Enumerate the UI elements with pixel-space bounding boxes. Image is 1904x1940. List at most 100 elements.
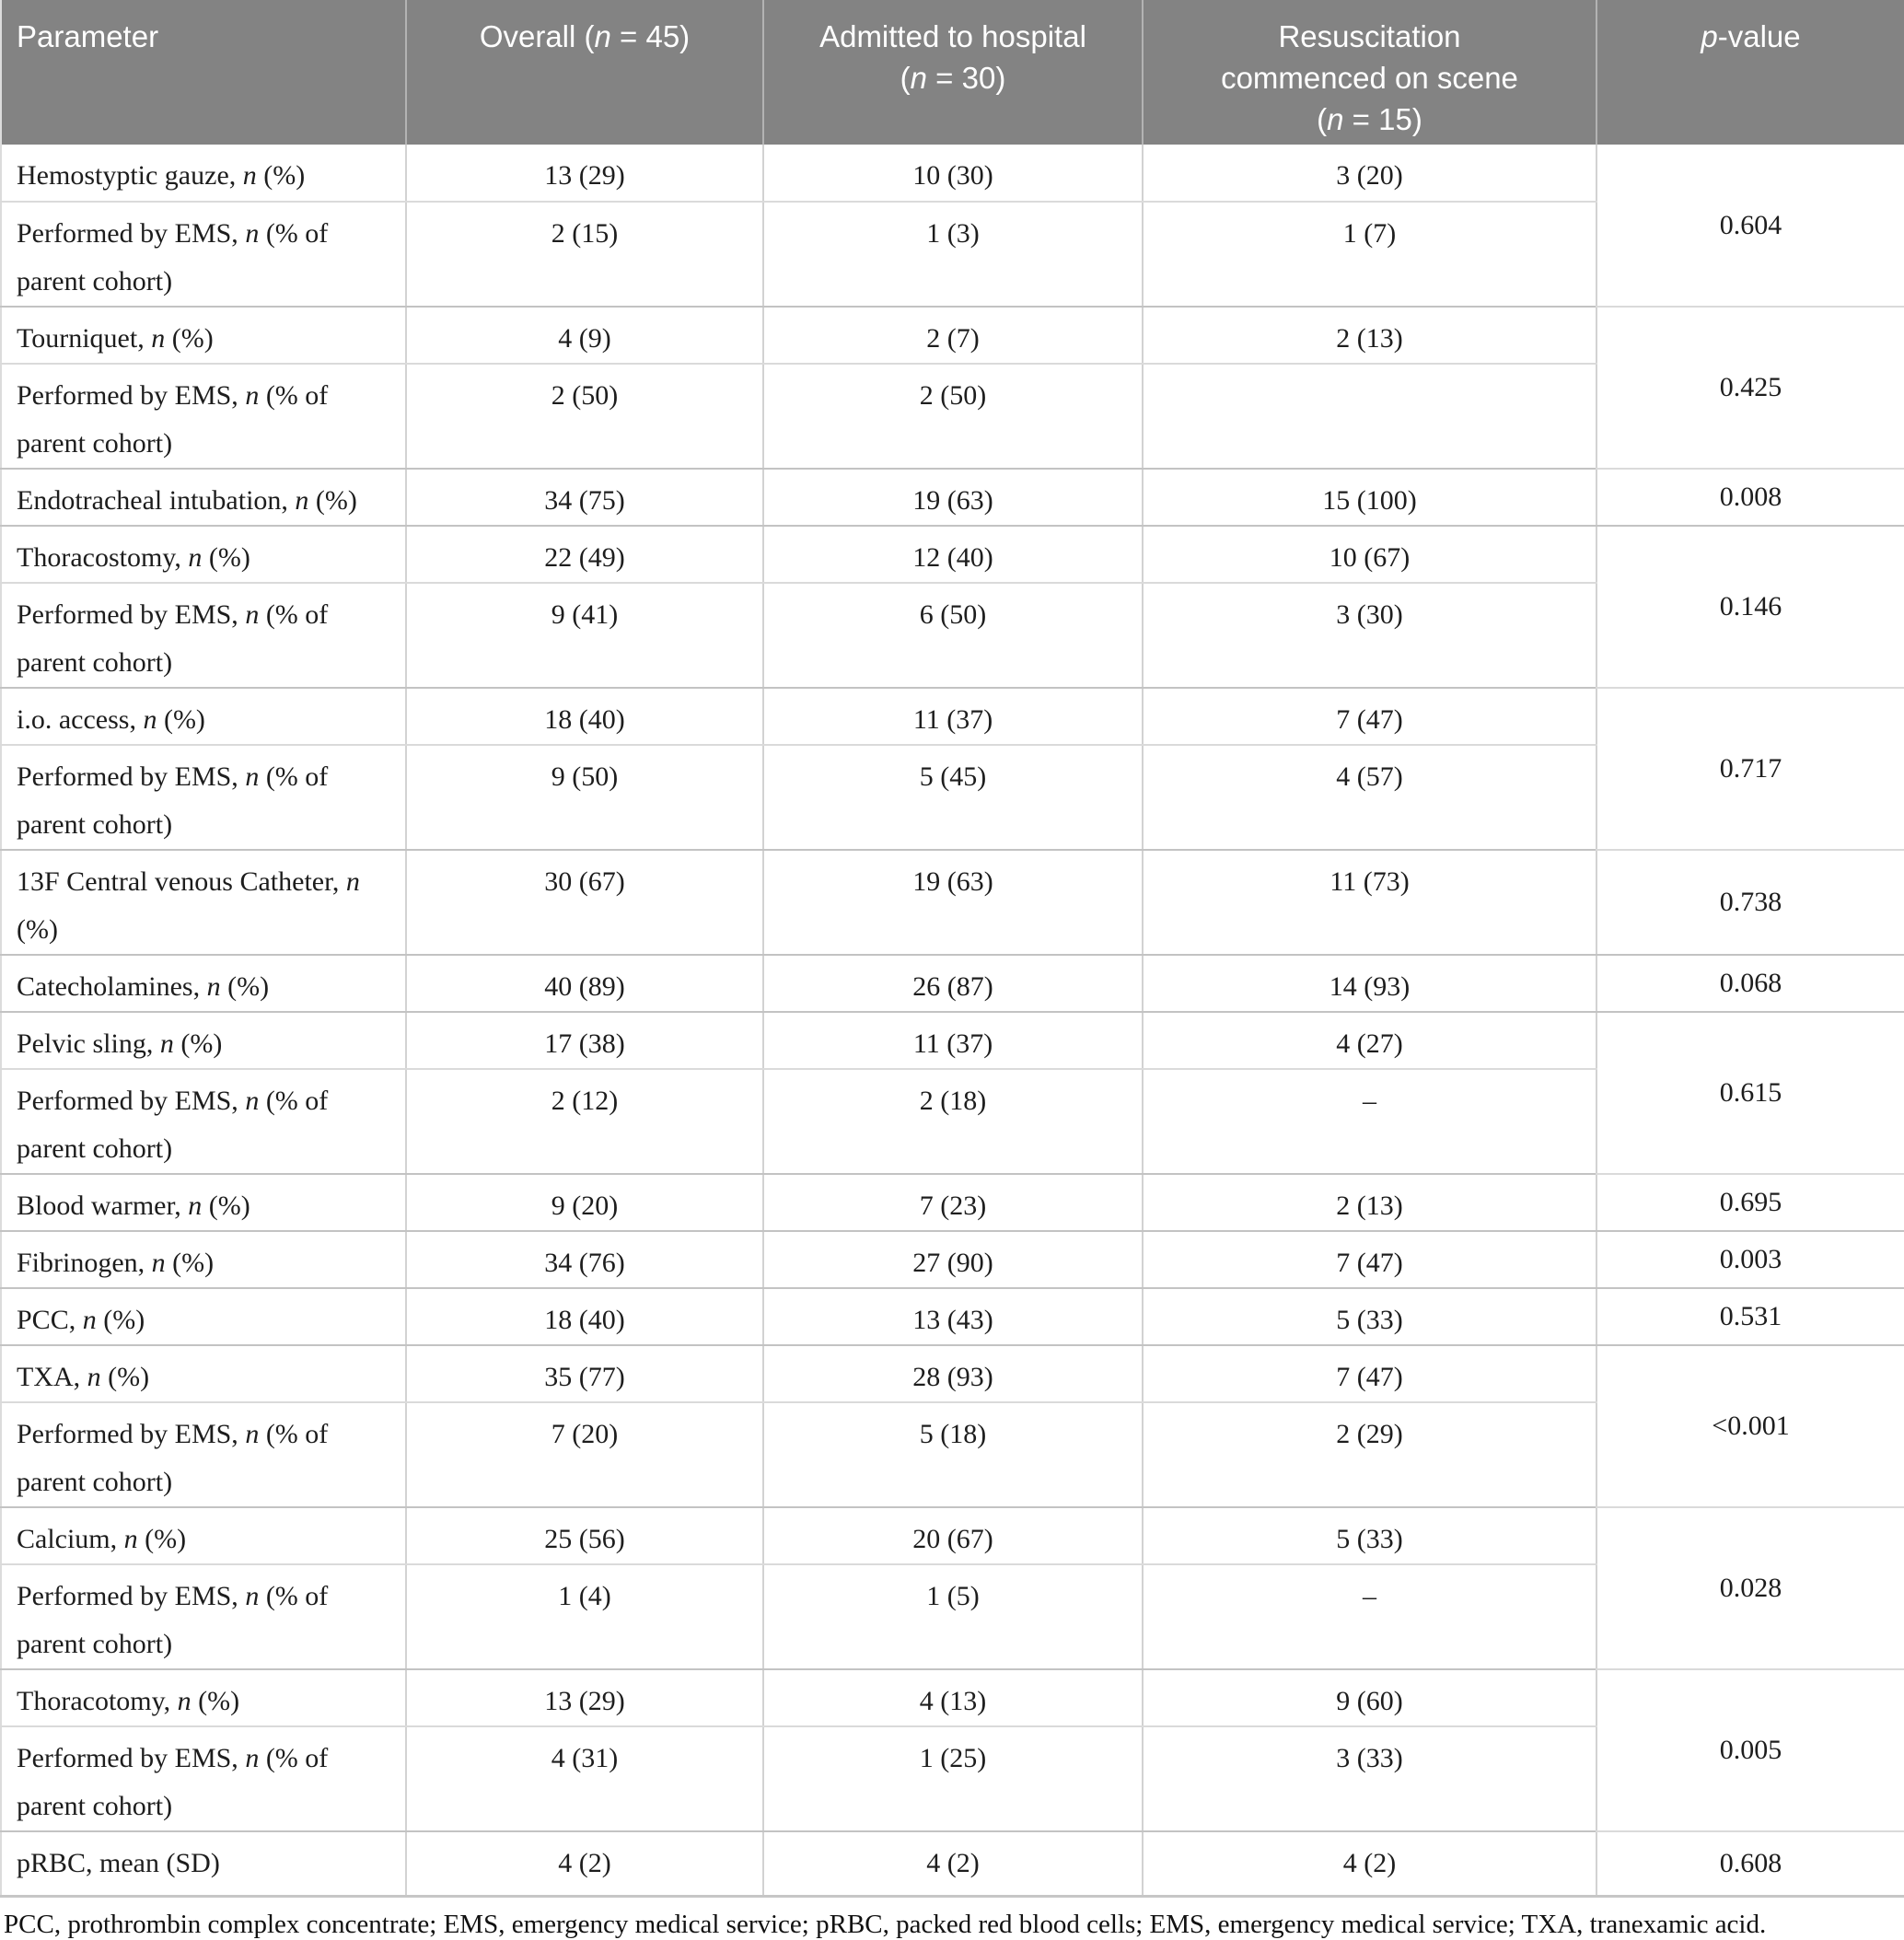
value-cell: 10 (30) bbox=[762, 145, 1143, 203]
p-value-cell: <0.001 bbox=[1596, 1345, 1904, 1508]
value-cell: 19 (63) bbox=[762, 469, 1143, 527]
p-value-cell: 0.068 bbox=[1596, 955, 1904, 1013]
value-cell: 2 (13) bbox=[1142, 307, 1596, 365]
text-segment: Tourniquet, bbox=[17, 323, 152, 354]
value-cell: 4 (2) bbox=[405, 1831, 763, 1897]
table-row: Blood warmer, n (%) 9 (20) 7 (23) 2 (13) 0.6… bbox=[1, 1174, 1904, 1232]
italic-term: n bbox=[123, 1524, 138, 1554]
parameter-label: Fibrinogen, n (%) bbox=[1, 1231, 406, 1289]
table-footnote: PCC, prothrombin complex concentrate; EM… bbox=[4, 1909, 1767, 1939]
text-segment: i.o. access, bbox=[17, 704, 144, 735]
p-value-cell: 0.008 bbox=[1596, 469, 1904, 527]
text-segment: parent cohort) bbox=[17, 428, 173, 459]
table-row: i.o. access, n (%) 18 (40) 11 (37) 7 (47) 0.… bbox=[1, 688, 1904, 851]
table-row: pRBC, mean (SD) 4 (2) 4 (2) 4 (2) 0.608 bbox=[1, 1831, 1904, 1897]
value-cell: 14 (93) bbox=[1142, 955, 1596, 1013]
table-row: 13F Central venous Catheter, n (%) 30 (67)… bbox=[1, 850, 1904, 956]
value-cell: 11 (73) bbox=[1142, 850, 1596, 956]
value-cell: 11 (37) bbox=[762, 688, 1143, 746]
italic-term: n bbox=[245, 218, 260, 249]
table-header: Parameter Overall (n = 45) Admitted to h… bbox=[1, 0, 1904, 145]
text-segment: (% of bbox=[259, 1743, 329, 1773]
table-row: Performed by EMS, n (% of parent cohort) 2… bbox=[1, 1069, 1904, 1175]
italic-term: n bbox=[143, 704, 157, 735]
value-cell: 15 (100) bbox=[1142, 469, 1596, 527]
value-cell: 19 (63) bbox=[762, 850, 1143, 956]
value-cell: 6 (50) bbox=[762, 583, 1143, 689]
text-segment: (%) bbox=[137, 1524, 187, 1554]
text-segment: Performed by EMS, bbox=[17, 599, 246, 630]
table-row: Performed by EMS, n (% of parent cohort) 2… bbox=[1, 202, 1904, 308]
p-value-cell: 0.425 bbox=[1596, 307, 1904, 470]
value-cell: 7 (20) bbox=[405, 1402, 763, 1508]
text-segment: Endotracheal intubation, bbox=[17, 485, 296, 516]
value-cell: 13 (43) bbox=[762, 1288, 1143, 1346]
text-segment: (%) bbox=[157, 704, 205, 735]
value-cell: 5 (33) bbox=[1142, 1507, 1596, 1565]
text-segment: Performed by EMS, bbox=[17, 380, 246, 411]
italic-term: n bbox=[245, 1419, 260, 1449]
text-segment: (%) bbox=[173, 1028, 223, 1059]
column-header-parameter: Parameter bbox=[1, 0, 406, 145]
text-segment: (% of bbox=[259, 599, 329, 630]
text-segment: parent cohort) bbox=[17, 1629, 173, 1659]
value-cell: 1 (3) bbox=[762, 202, 1143, 308]
parameter-label: i.o. access, n (%) bbox=[1, 688, 406, 746]
text-segment: (%) bbox=[202, 542, 250, 573]
parameter-label: Performed by EMS, n (% of parent cohort) bbox=[1, 583, 406, 689]
text-segment: parent cohort) bbox=[17, 1467, 173, 1497]
parameter-label: Blood warmer, n (%) bbox=[1, 1174, 406, 1232]
value-cell: 2 (15) bbox=[405, 202, 763, 308]
text-segment: Parameter bbox=[17, 19, 159, 53]
parameter-label: Endotracheal intubation, n (%) bbox=[1, 469, 406, 527]
value-cell: 3 (20) bbox=[1142, 145, 1596, 203]
table-row: Fibrinogen, n (%) 34 (76) 27 (90) 7 (47) 0.0… bbox=[1, 1231, 1904, 1289]
table-row: Performed by EMS, n (% of parent cohort) 9… bbox=[1, 583, 1904, 689]
value-cell: 7 (47) bbox=[1142, 688, 1596, 746]
text-segment: pRBC, mean (SD) bbox=[17, 1848, 220, 1878]
value-cell: 2 (50) bbox=[762, 364, 1143, 470]
value-cell: 9 (20) bbox=[405, 1174, 763, 1232]
value-cell: 2 (29) bbox=[1142, 1402, 1596, 1508]
value-cell: 7 (47) bbox=[1142, 1345, 1596, 1403]
value-cell: 1 (25) bbox=[762, 1726, 1143, 1832]
p-value-cell: 0.695 bbox=[1596, 1174, 1904, 1232]
italic-term: n bbox=[910, 61, 928, 95]
text-segment: = 45) bbox=[610, 19, 691, 53]
value-cell: 2 (7) bbox=[762, 307, 1143, 365]
text-segment: (% of bbox=[259, 380, 329, 411]
value-cell: 9 (50) bbox=[405, 745, 763, 851]
text-segment: ( bbox=[1317, 102, 1328, 136]
value-cell: 9 (60) bbox=[1142, 1669, 1596, 1727]
text-segment: Admitted to hospital bbox=[819, 19, 1086, 53]
value-cell: 17 (38) bbox=[405, 1012, 763, 1070]
header-row: Parameter Overall (n = 45) Admitted to h… bbox=[1, 0, 1904, 145]
text-segment: (%) bbox=[17, 914, 58, 945]
text-segment: (%) bbox=[191, 1686, 240, 1716]
text-segment: = 30) bbox=[927, 61, 1006, 95]
text-segment: Performed by EMS, bbox=[17, 218, 246, 249]
p-value-cell: 0.608 bbox=[1596, 1831, 1904, 1897]
value-cell: 22 (49) bbox=[405, 526, 763, 584]
text-segment: 13F Central venous Catheter, bbox=[17, 866, 346, 897]
value-cell: 4 (27) bbox=[1142, 1012, 1596, 1070]
italic-term: n bbox=[242, 160, 257, 191]
p-value-cell: 0.717 bbox=[1596, 688, 1904, 851]
italic-term: n bbox=[245, 1581, 260, 1611]
value-cell: 5 (33) bbox=[1142, 1288, 1596, 1346]
parameter-label: Thoracostomy, n (%) bbox=[1, 526, 406, 584]
value-cell bbox=[1142, 364, 1596, 470]
text-segment: (%) bbox=[308, 485, 357, 516]
text-segment: Performed by EMS, bbox=[17, 1086, 246, 1116]
table-row: Performed by EMS, n (% of parent cohort) 9… bbox=[1, 745, 1904, 851]
italic-term: n bbox=[594, 19, 611, 53]
value-cell: – bbox=[1142, 1069, 1596, 1175]
italic-term: n bbox=[245, 1086, 260, 1116]
value-cell: 1 (4) bbox=[405, 1564, 763, 1670]
text-segment: parent cohort) bbox=[17, 266, 173, 296]
italic-term: n bbox=[188, 1191, 203, 1221]
value-cell: 12 (40) bbox=[762, 526, 1143, 584]
value-cell: 10 (67) bbox=[1142, 526, 1596, 584]
value-cell: 18 (40) bbox=[405, 1288, 763, 1346]
italic-term: n bbox=[151, 323, 166, 354]
